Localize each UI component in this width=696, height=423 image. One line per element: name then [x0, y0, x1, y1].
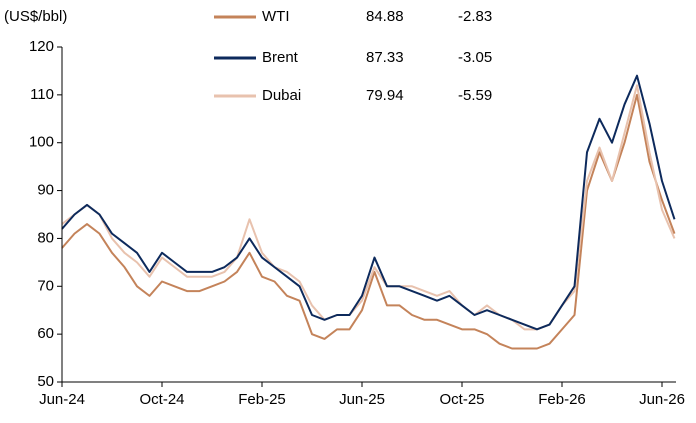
legend-label: WTI: [262, 8, 290, 25]
y-tick-label: 60: [37, 325, 54, 342]
legend-change: -3.05: [458, 49, 492, 66]
x-tick-label: Jun-24: [39, 391, 85, 408]
series-line: [61, 74, 676, 331]
y-tick-label: 90: [37, 182, 54, 199]
legend-change: -2.83: [458, 8, 492, 25]
legend-label: Brent: [262, 49, 299, 66]
legend-label: Dubai: [262, 87, 301, 104]
y-tick-label: 100: [29, 134, 54, 151]
legend-change: -5.59: [458, 87, 492, 104]
series-line: [61, 93, 676, 350]
series-line: [61, 84, 676, 331]
x-tick-label: Jun-26: [639, 391, 685, 408]
legend-last: 79.94: [366, 87, 404, 104]
y-tick-label: 110: [30, 86, 54, 103]
x-tick-label: Jun-25: [339, 391, 385, 408]
y-tick-label: 50: [37, 373, 54, 390]
x-tick-label: Feb-26: [538, 391, 586, 408]
y-axis-label: (US$/bbl): [4, 8, 67, 25]
x-tick-label: Oct-25: [439, 391, 484, 408]
y-tick-label: 80: [37, 229, 54, 246]
legend-last: 87.33: [366, 49, 404, 66]
y-tick-label: 120: [29, 38, 54, 55]
x-tick-label: Feb-25: [238, 391, 286, 408]
legend-last: 84.88: [366, 8, 404, 25]
y-tick-label: 70: [37, 277, 54, 294]
x-tick-label: Oct-24: [139, 391, 184, 408]
